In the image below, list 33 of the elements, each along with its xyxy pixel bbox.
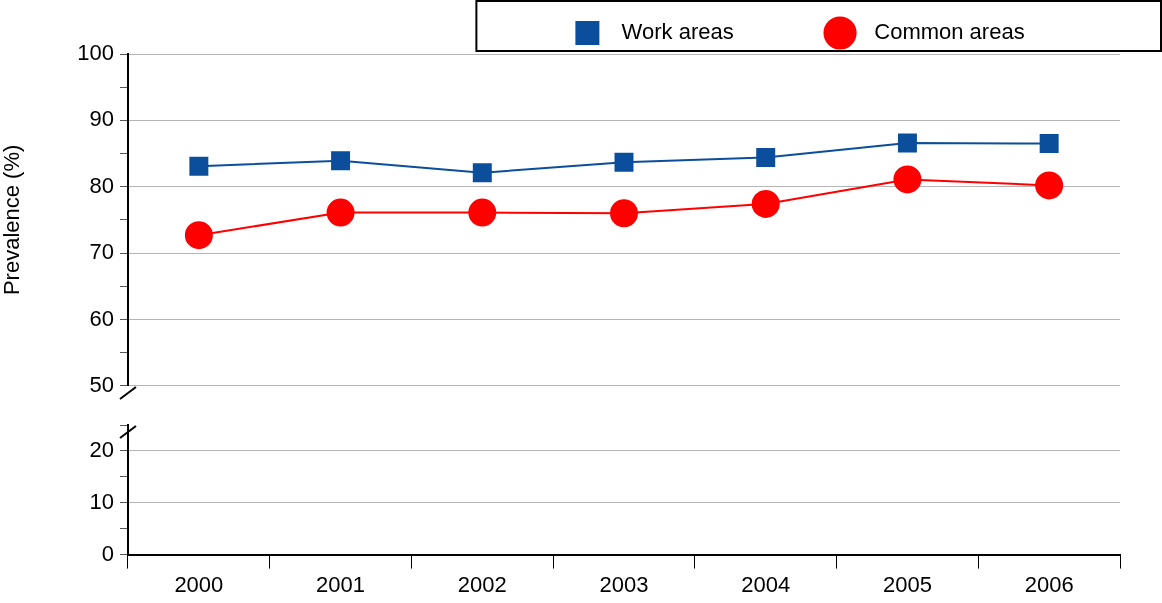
point (1035, 171, 1064, 200)
legend-label: Common areas (862, 19, 1099, 45)
x-tick-label: 2002 (457, 571, 507, 597)
point (893, 165, 922, 194)
y-tick-label: 10 (89, 488, 114, 514)
y-tick-label: 90 (89, 106, 114, 132)
point (189, 156, 209, 176)
x-tick-label: 2005 (882, 571, 932, 597)
x-tick-label: 2000 (174, 571, 224, 597)
point (751, 189, 780, 218)
point (326, 198, 355, 227)
y-tick-label: 80 (89, 172, 114, 198)
y-tick-label: 50 (89, 371, 114, 397)
point (1039, 134, 1059, 154)
point (897, 133, 917, 153)
point (610, 199, 638, 228)
y-tick-label: 20 (89, 436, 114, 462)
y-tick-label: 0 (101, 540, 114, 566)
point (184, 221, 213, 250)
point (468, 198, 497, 227)
x-tick-label: 2006 (1024, 571, 1074, 597)
point (331, 151, 351, 171)
point (756, 148, 776, 168)
point (614, 152, 634, 172)
y-tick-label: 60 (89, 305, 114, 331)
x-tick-label: 2004 (741, 571, 791, 597)
y-tick-label: 100 (77, 40, 114, 66)
x-tick-label: 2003 (599, 571, 649, 597)
x-tick-label: 2001 (316, 571, 366, 597)
y-tick-label: 70 (89, 239, 114, 265)
point (472, 163, 492, 183)
legend-label: Work areas (609, 19, 808, 45)
y-axis-title: Prevalence (%) (0, 144, 25, 296)
